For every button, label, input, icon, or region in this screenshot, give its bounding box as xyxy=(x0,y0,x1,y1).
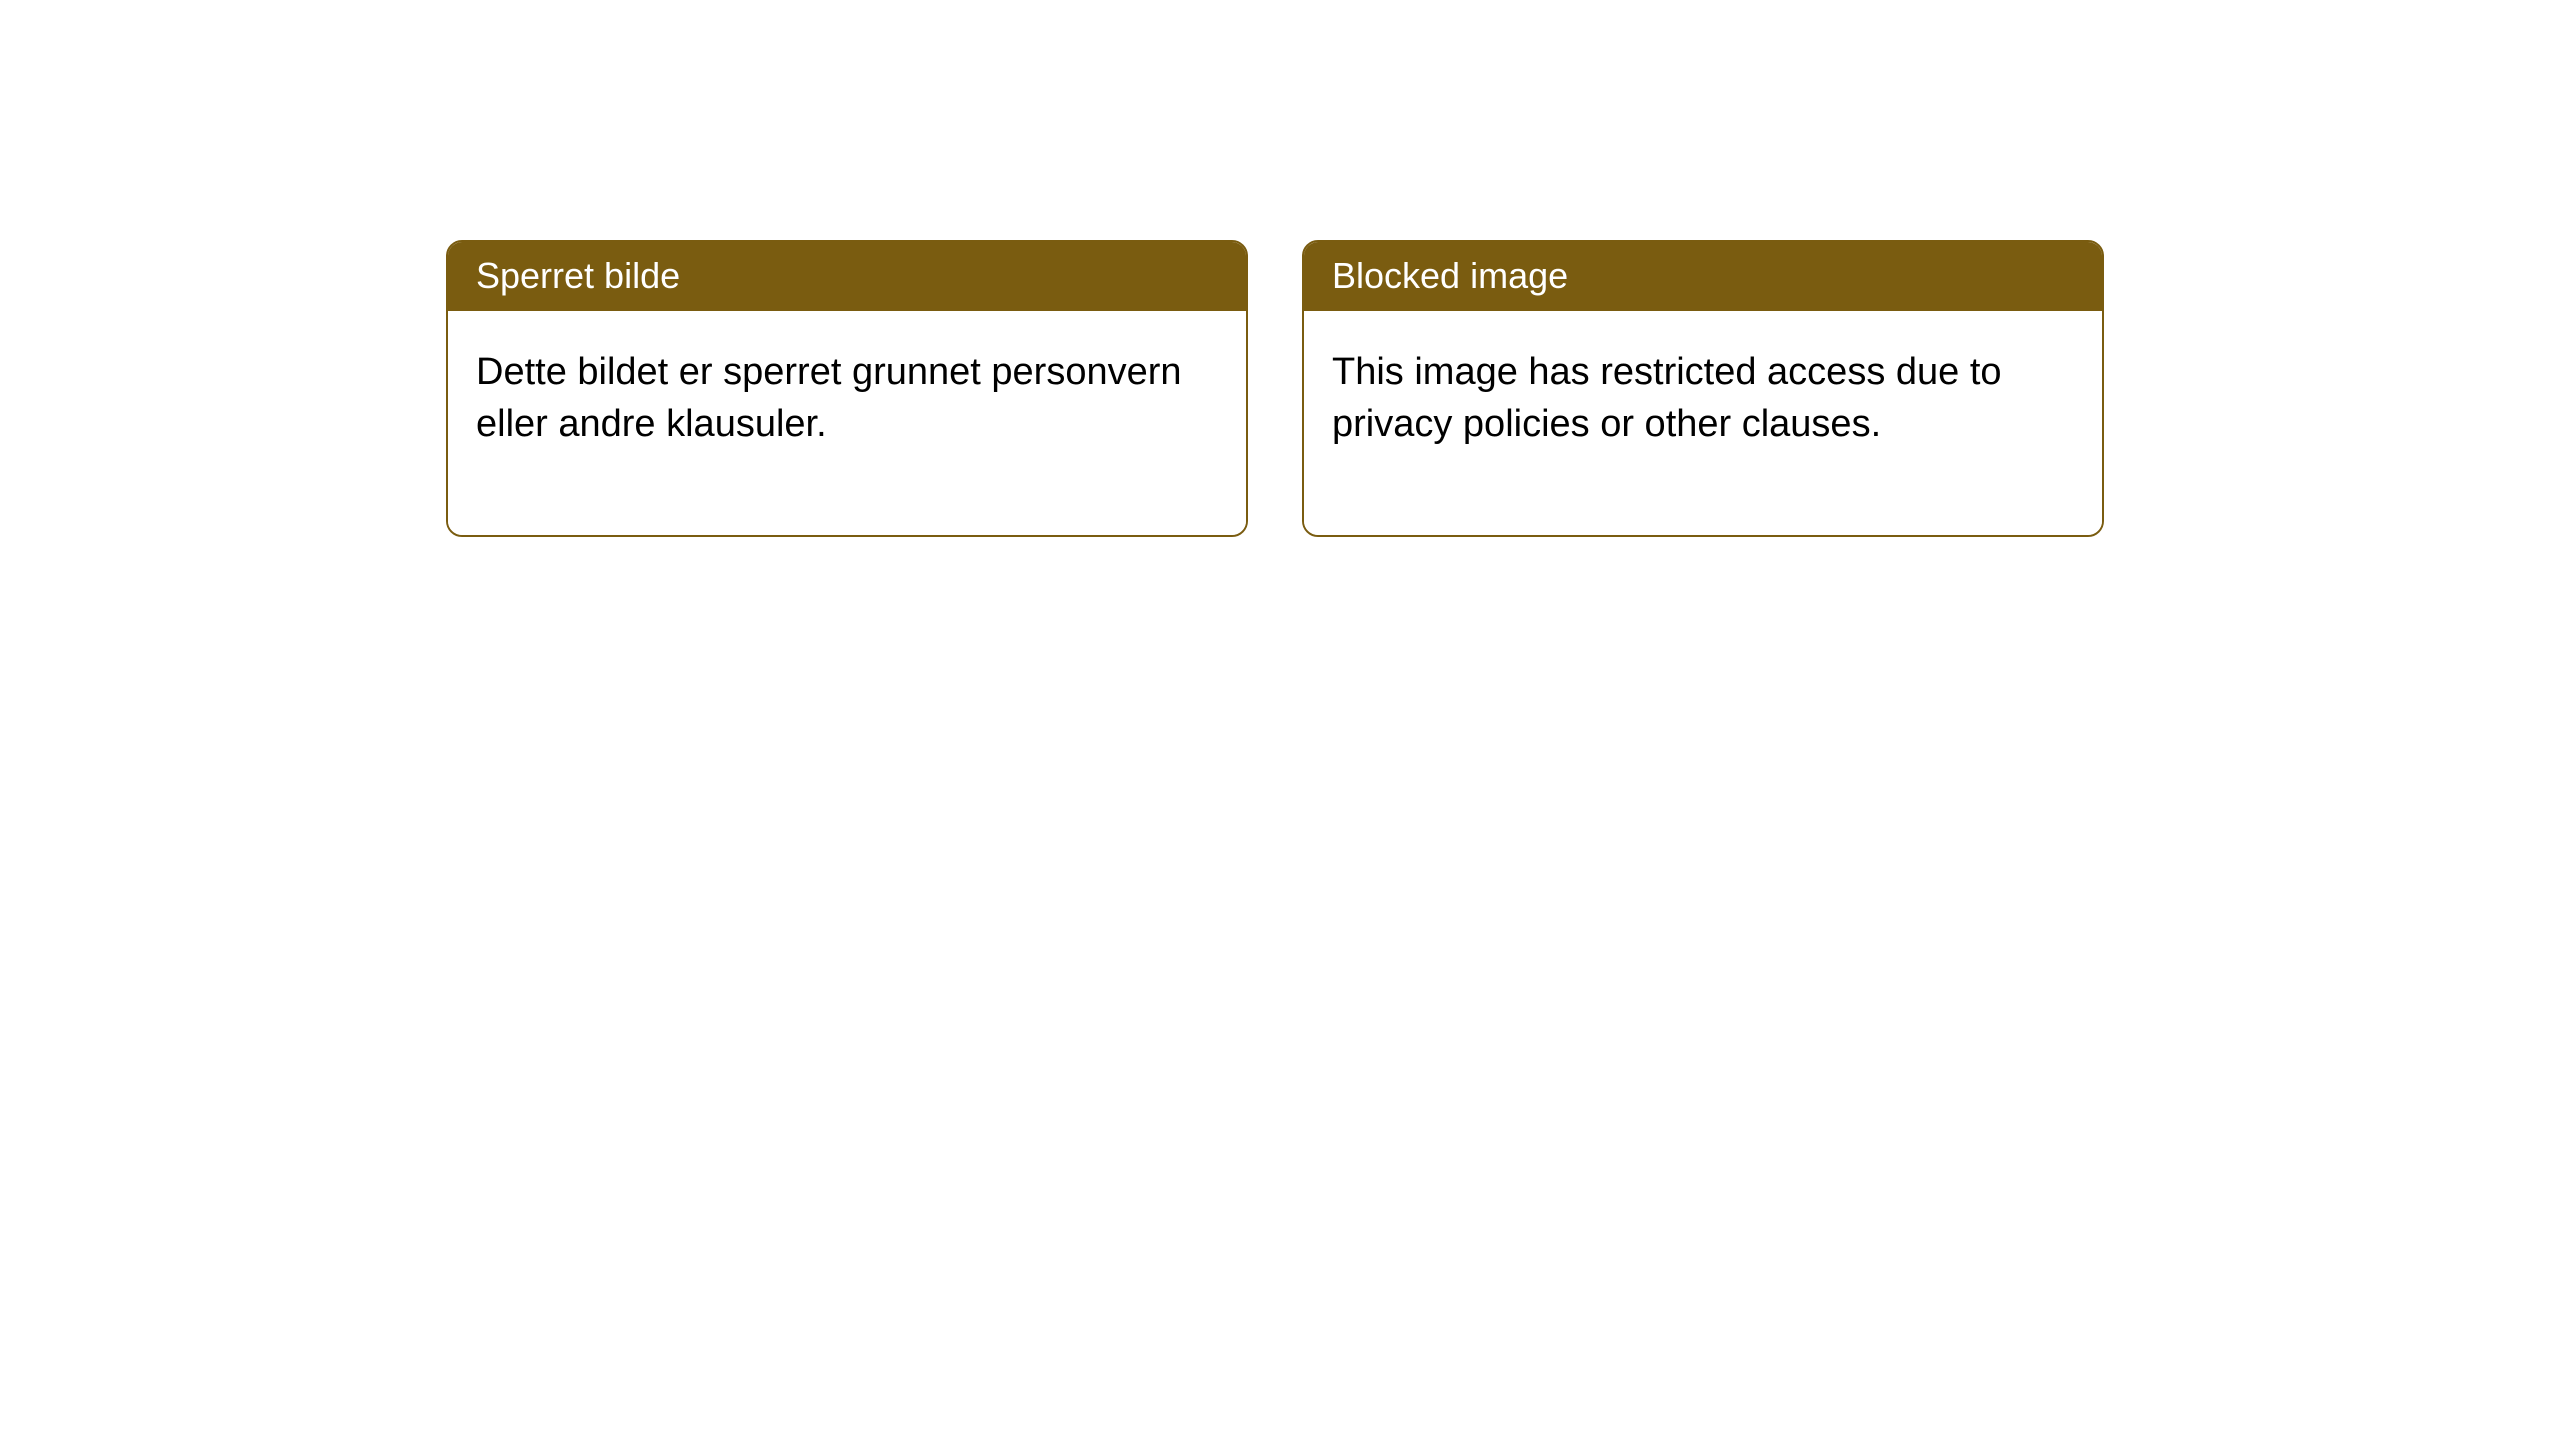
notice-text: Dette bildet er sperret grunnet personve… xyxy=(476,351,1182,445)
notice-text: This image has restricted access due to … xyxy=(1332,351,2002,445)
notice-container: Sperret bilde Dette bildet er sperret gr… xyxy=(0,0,2560,537)
notice-body: This image has restricted access due to … xyxy=(1304,311,2102,534)
notice-title: Sperret bilde xyxy=(476,255,680,296)
notice-card-english: Blocked image This image has restricted … xyxy=(1302,240,2104,537)
notice-card-norwegian: Sperret bilde Dette bildet er sperret gr… xyxy=(446,240,1248,537)
notice-title: Blocked image xyxy=(1332,255,1568,296)
notice-body: Dette bildet er sperret grunnet personve… xyxy=(448,311,1246,534)
notice-header: Blocked image xyxy=(1304,242,2102,311)
notice-header: Sperret bilde xyxy=(448,242,1246,311)
